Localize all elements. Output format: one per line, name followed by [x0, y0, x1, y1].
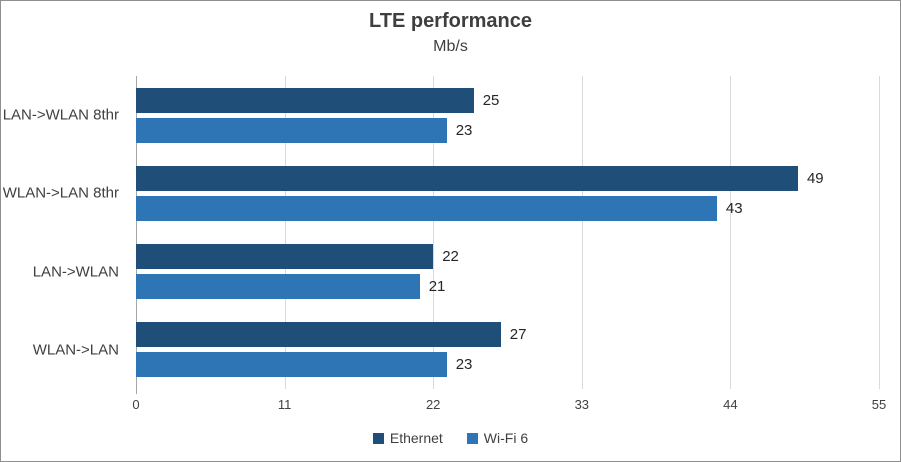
legend: Ethernet Wi-Fi 6	[1, 430, 900, 446]
bar	[136, 322, 501, 348]
bar	[136, 274, 420, 300]
bar-group: 49 43	[136, 154, 879, 232]
x-axis-tick-labels: 0 11 22 33 44 55	[132, 397, 886, 415]
bar-row: 27	[136, 322, 879, 348]
category-label: LAN->WLAN	[32, 263, 119, 281]
chart-title: LTE performance	[369, 10, 532, 32]
legend-item: Wi-Fi 6	[466, 430, 529, 446]
x-axis-tick-label: 55	[871, 397, 887, 412]
bar-row: 23	[136, 352, 879, 378]
bar-row: 22	[136, 244, 879, 270]
legend-swatch	[372, 432, 384, 444]
gridline	[284, 76, 286, 389]
bar-value-label: 22	[442, 248, 459, 266]
bar-row: 25	[136, 87, 879, 113]
bar-row: 21	[136, 274, 879, 300]
bar-value-label: 23	[455, 121, 473, 139]
category-label: WLAN->LAN	[32, 341, 119, 359]
legend-item: Ethernet	[372, 430, 443, 446]
legend-label: Wi-Fi 6	[483, 430, 529, 446]
bar-value-label: 49	[806, 169, 824, 187]
bar-group: 25 23	[136, 76, 879, 154]
category-axis-labels: LAN->WLAN 8thr WLAN->LAN 8thr LAN->WLAN WLA…	[1, 76, 127, 389]
bar	[136, 117, 447, 143]
bar	[136, 244, 434, 270]
bar-row: 49	[136, 165, 879, 191]
chart-subtitle: Mb/s	[433, 38, 468, 55]
bar-group: 22 21	[136, 233, 879, 311]
bar-value-label: 21	[428, 278, 446, 296]
category-label: WLAN->LAN 8thr	[2, 184, 119, 202]
x-axis-tick-label: 33	[574, 397, 590, 412]
bar-row: 43	[136, 195, 879, 221]
bar	[136, 352, 447, 378]
x-axis-tick-label: 22	[425, 397, 441, 412]
x-axis-tick-label: 44	[723, 397, 738, 412]
bar-group: 27 23	[136, 311, 879, 389]
plot-area: 25 23 49 43 22 21 27 23	[136, 76, 880, 394]
bar	[136, 165, 798, 191]
gridline	[730, 76, 732, 389]
gridline	[433, 76, 435, 389]
x-axis-tick-label: 11	[277, 397, 292, 412]
bar-value-label: 27	[509, 326, 527, 344]
bar-value-label: 43	[725, 199, 743, 217]
category-label: LAN->WLAN 8thr	[2, 106, 119, 124]
bar	[136, 87, 474, 113]
bar	[136, 195, 717, 221]
legend-label: Ethernet	[389, 430, 443, 446]
bar-row: 23	[136, 117, 879, 143]
gridline	[879, 76, 880, 389]
bar-value-label: 23	[455, 356, 473, 374]
legend-swatch	[466, 432, 478, 444]
bar-value-label: 25	[482, 91, 500, 109]
gridline	[581, 76, 583, 389]
value-axis-line	[136, 76, 137, 394]
x-axis-tick-label: 0	[132, 397, 140, 412]
